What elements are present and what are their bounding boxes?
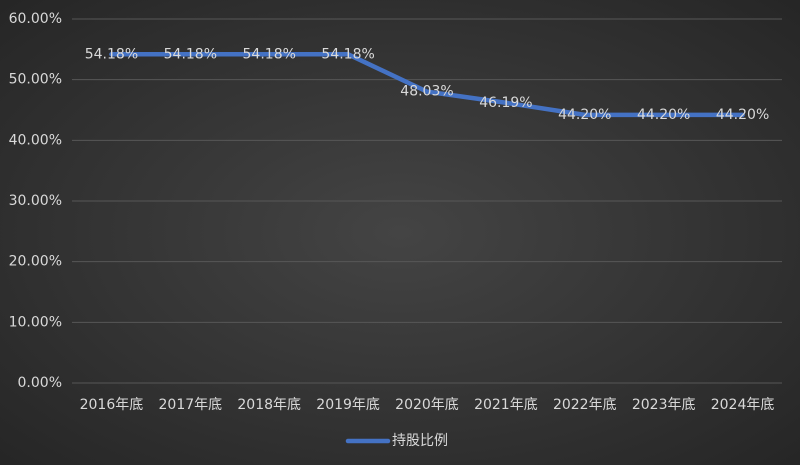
y-tick-label: 50.00% [9,72,62,88]
data-label: 44.20% [716,107,769,123]
data-label: 48.03% [400,84,453,100]
data-label: 54.18% [164,46,217,62]
x-tick-label: 2021年底 [474,397,538,413]
y-tick-label: 60.00% [9,11,62,27]
y-tick-label: 30.00% [9,193,62,209]
series-line [109,52,745,118]
x-tick-label: 2018年底 [237,397,301,413]
x-tick-label: 2016年底 [80,397,144,413]
y-tick-label: 40.00% [9,132,62,148]
x-tick-label: 2023年底 [632,397,696,413]
x-tick-label: 2022年底 [553,397,617,413]
legend-label: 持股比例 [392,433,448,449]
x-tick-label: 2020年底 [395,397,459,413]
x-tick-label: 2019年底 [316,397,380,413]
data-label: 54.18% [85,46,138,62]
x-tick-label: 2017年底 [159,397,223,413]
y-tick-label: 0.00% [18,375,62,391]
data-label: 46.19% [479,95,532,111]
y-tick-label: 10.00% [9,314,62,330]
y-tick-label: 20.00% [9,254,62,270]
data-label: 54.18% [243,46,296,62]
data-label: 54.18% [321,46,374,62]
x-tick-label: 2024年底 [711,397,775,413]
data-label: 44.20% [558,107,611,123]
data-label: 44.20% [637,107,690,123]
